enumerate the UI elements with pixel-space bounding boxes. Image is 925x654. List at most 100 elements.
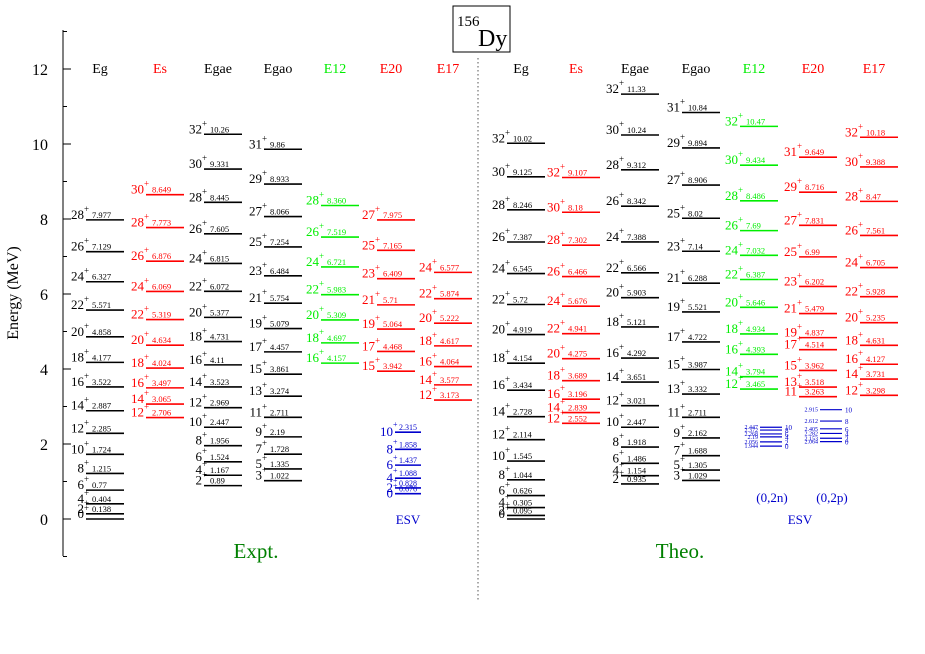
level-spin: 3 <box>256 468 263 483</box>
level-parity: + <box>202 275 207 285</box>
level-spin: 32 <box>492 130 505 145</box>
level-spin: 4 <box>78 491 85 506</box>
level-parity: + <box>560 318 565 328</box>
esv-level-energy: 1.088 <box>399 469 417 478</box>
level-energy: 9.331 <box>210 159 229 169</box>
level-spin: 20 <box>725 294 738 309</box>
level-parity: + <box>319 347 324 357</box>
level-parity: + <box>84 488 89 498</box>
level-spin: 29 <box>249 171 262 186</box>
level-spin: 20 <box>547 346 560 361</box>
level-spin: 19 <box>362 316 375 331</box>
level-parity: + <box>505 319 510 329</box>
level-parity: + <box>619 366 624 376</box>
level-parity: + <box>738 373 743 383</box>
level-parity: + <box>680 326 685 336</box>
band-header: Egao <box>682 62 711 77</box>
level-spin: 22 <box>492 292 505 307</box>
level-parity: + <box>858 121 863 131</box>
level-parity: + <box>202 118 207 128</box>
level-energy: 2.552 <box>568 413 587 423</box>
level-energy: 2.839 <box>568 403 587 413</box>
level-spin: 12 <box>131 405 144 420</box>
level-energy: 3.942 <box>383 361 402 371</box>
level-parity: + <box>680 296 685 306</box>
level-energy: 8.47 <box>866 191 881 201</box>
level-spin: 21 <box>362 292 375 307</box>
level-parity: + <box>202 349 207 359</box>
level-spin: 28 <box>131 215 144 230</box>
level-spin: 21 <box>667 270 680 285</box>
esv-level-energy: 2.612 <box>805 419 819 425</box>
level-spin: 28 <box>492 197 505 212</box>
level-energy: 7.032 <box>746 245 765 255</box>
level-spin: 8 <box>196 433 203 448</box>
level-energy: 2.711 <box>270 407 289 417</box>
level-energy: 5.71 <box>383 295 398 305</box>
level-energy: 4.393 <box>746 344 765 354</box>
level-energy: 5.079 <box>270 319 289 329</box>
level-energy: 3.465 <box>746 379 765 389</box>
level-spin: 16 <box>547 386 561 401</box>
level-spin: 20 <box>492 322 505 337</box>
level-spin: 25 <box>362 237 375 252</box>
level-parity: + <box>619 390 624 400</box>
level-energy: 4.722 <box>688 332 707 342</box>
level-spin: 16 <box>189 352 203 367</box>
level-spin: 19 <box>667 299 680 314</box>
level-spin: 22 <box>547 321 560 336</box>
level-energy: 5.235 <box>866 313 885 323</box>
esv-level-energy: 1.858 <box>399 440 417 449</box>
level-spin: 6 <box>78 477 85 492</box>
band-header: E12 <box>324 62 347 77</box>
level-energy: 7.165 <box>383 240 402 250</box>
level-parity: + <box>619 226 624 236</box>
nucleus-mass: 156 <box>457 14 480 30</box>
level-energy: 10.26 <box>210 124 229 134</box>
band-eg-theo: Eg0+2+0.0954+0.3056+0.6268+1.04410+1.545… <box>492 62 545 521</box>
level-parity: + <box>144 179 149 189</box>
level-parity: + <box>202 446 207 456</box>
level-spin: 2 <box>613 471 620 486</box>
level-parity: + <box>262 287 267 297</box>
level-spin: 20 <box>419 310 432 325</box>
y-tick-label: 0 <box>40 512 48 529</box>
level-parity: + <box>144 304 149 314</box>
level-spin: 20 <box>306 307 319 322</box>
level-parity: + <box>505 424 510 434</box>
level-energy: 6.876 <box>152 251 171 261</box>
level-spin: 22 <box>131 307 144 322</box>
esv-level-spin: 2 <box>845 435 849 443</box>
level-energy: 5.319 <box>152 310 171 320</box>
level-parity: + <box>738 110 743 120</box>
level-spin: 15 <box>249 361 262 376</box>
level-spin: 8 <box>499 467 506 482</box>
level-energy: 4.631 <box>866 335 885 345</box>
level-energy: 7.519 <box>327 227 346 237</box>
level-energy: 2.447 <box>627 417 646 427</box>
level-spin: 26 <box>131 248 145 263</box>
level-spin: 24 <box>71 269 85 284</box>
level-spin: 26 <box>725 218 739 233</box>
level-energy: 3.689 <box>568 371 587 381</box>
level-spin: 30 <box>845 154 858 169</box>
esv-theo-group-0: 0 1.944 2 2.056 4 2.19 6 2.268 8 2.372 10 2.447 (0,2… <box>745 424 793 505</box>
level-parity: + <box>858 348 863 358</box>
level-parity: + <box>619 411 624 421</box>
level-parity: + <box>797 209 802 219</box>
level-energy: 3.794 <box>746 367 766 377</box>
level-energy: 8.906 <box>688 175 707 185</box>
level-energy: 11.33 <box>627 84 646 94</box>
level-spin: 6 <box>499 483 506 498</box>
level-spin: 12 <box>547 410 560 425</box>
level-spin: 11 <box>667 404 680 419</box>
level-parity: + <box>560 261 565 271</box>
level-energy: 0.138 <box>92 504 111 514</box>
level-spin: 26 <box>606 193 620 208</box>
energy-axis-label: Energy (MeV) <box>5 246 22 339</box>
band-header: Es <box>153 62 167 77</box>
level-parity: + <box>319 304 324 314</box>
level-energy: 1.724 <box>92 444 112 454</box>
